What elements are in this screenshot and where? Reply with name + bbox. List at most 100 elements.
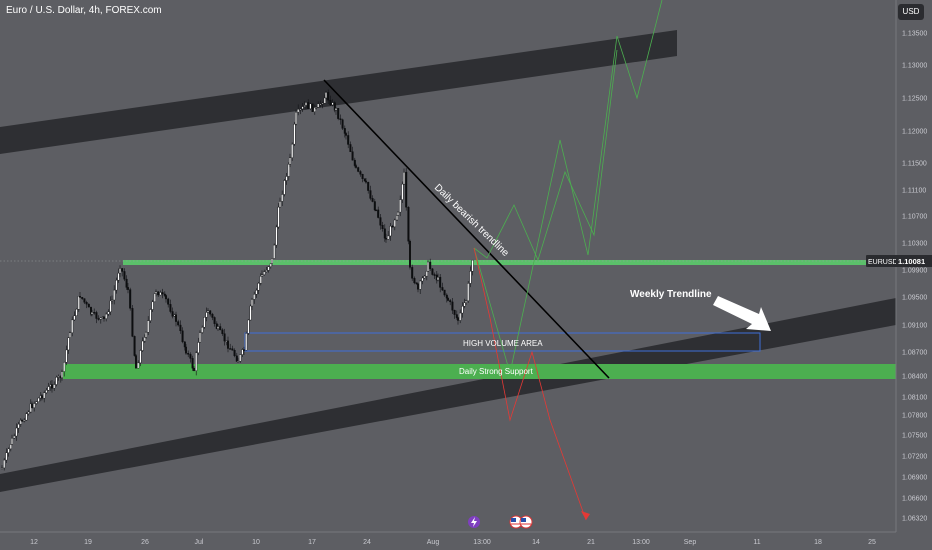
candle-body <box>297 109 300 113</box>
candle-body <box>393 219 396 228</box>
candle-body <box>33 403 36 408</box>
candle-body <box>115 279 118 291</box>
candle-body <box>183 341 186 348</box>
weekly-trendline-label: Weekly Trendline <box>630 289 712 300</box>
candle-body <box>383 228 386 239</box>
candle-body <box>47 386 50 391</box>
candle-body <box>263 271 266 275</box>
candle-body <box>373 201 376 211</box>
candle-body <box>325 92 328 99</box>
y-tick-label: 1.08100 <box>902 395 927 402</box>
candle-body <box>102 316 105 319</box>
y-tick-label: 1.06600 <box>902 496 927 503</box>
candle-body <box>75 309 78 316</box>
candle-body <box>283 180 286 195</box>
candle-body <box>335 108 338 111</box>
candle-body <box>307 102 310 109</box>
candle-body <box>321 103 324 105</box>
candle-body <box>247 319 250 334</box>
candle-body <box>345 133 348 136</box>
candle-body <box>257 283 260 291</box>
candle-body <box>153 293 156 303</box>
high-volume-label: HIGH VOLUME AREA <box>463 339 543 348</box>
x-tick-label: 18 <box>814 539 822 546</box>
y-tick-label: 1.12000 <box>902 129 927 136</box>
x-tick-label: Aug <box>427 539 440 546</box>
candle-body <box>134 355 137 369</box>
candle-body <box>27 411 30 414</box>
candle-body <box>425 271 428 277</box>
y-tick-label: 1.11100 <box>902 188 926 195</box>
candle-body <box>381 225 384 229</box>
candle-body <box>123 271 126 280</box>
candle-body <box>461 305 464 314</box>
candle-body <box>43 392 46 399</box>
candle-body <box>57 376 60 378</box>
y-tick-label: 1.10700 <box>902 214 927 221</box>
candle-body <box>265 270 268 272</box>
y-tick-label: 1.07200 <box>902 454 927 461</box>
candle-body <box>323 97 326 104</box>
candle-body <box>171 311 174 317</box>
candle-body <box>289 157 292 165</box>
x-axis[interactable]: 12 19 26 Jul 10 17 24 Aug 13:00 14 21 13:00 Sep 11 18 2… <box>30 539 876 546</box>
candle-body <box>457 317 460 321</box>
chart-title: Euro / U.S. Dollar, 4h, FOREX.com <box>6 5 162 16</box>
candle-body <box>137 362 140 369</box>
candle-body <box>341 119 344 129</box>
candle-body <box>261 274 264 277</box>
candle-body <box>107 311 110 315</box>
candle-body <box>15 427 18 437</box>
candle-body <box>387 235 390 240</box>
candle-body <box>25 413 28 421</box>
candle-body <box>397 211 400 216</box>
y-axis[interactable]: 1.13500 1.13000 1.12500 1.12000 1.11500 1.111… <box>902 31 927 523</box>
candle-body <box>295 111 298 125</box>
candle-body <box>355 165 358 168</box>
candle-body <box>110 299 113 302</box>
candle-body <box>68 332 71 338</box>
y-tick-label: 1.12500 <box>902 96 927 103</box>
currency-button[interactable]: USD <box>898 4 924 20</box>
candle-body <box>197 342 200 354</box>
y-tick-label: 1.08700 <box>902 350 927 357</box>
candle-body <box>159 292 162 296</box>
candle-body <box>377 209 380 218</box>
candle-body <box>433 274 436 276</box>
candlestick-series <box>1 89 474 471</box>
candle-body <box>163 293 166 296</box>
y-tick-label: 1.07500 <box>902 433 927 440</box>
candle-body <box>93 312 96 314</box>
candle-body <box>55 377 58 385</box>
candle-body <box>365 180 368 183</box>
price-tag <box>896 255 932 267</box>
candle-body <box>5 452 8 461</box>
candle-body <box>21 420 24 422</box>
candle-body <box>105 313 108 319</box>
candle-body <box>469 270 472 284</box>
candle-body <box>213 317 216 324</box>
x-tick-label: 17 <box>308 539 316 546</box>
candle-body <box>405 171 408 208</box>
candle-body <box>242 349 245 351</box>
candle-body <box>164 295 167 300</box>
x-tick-label: 24 <box>363 539 371 546</box>
x-tick-label: 11 <box>753 539 760 546</box>
candle-body <box>13 435 16 439</box>
candle-body <box>118 268 121 274</box>
candle-body <box>455 314 458 318</box>
candle-body <box>154 291 157 294</box>
lightning-event-icon[interactable] <box>468 516 480 528</box>
eu-flag-icon[interactable] <box>519 515 533 529</box>
candle-body <box>421 277 424 282</box>
x-tick-label: Sep <box>684 539 697 546</box>
candle-body <box>369 190 372 199</box>
candle-body <box>415 282 418 285</box>
candle-body <box>141 340 144 351</box>
candle-body <box>299 108 302 111</box>
candle-body <box>249 305 252 321</box>
candle-body <box>389 225 392 237</box>
candle-body <box>233 350 236 357</box>
candle-body <box>391 225 394 228</box>
